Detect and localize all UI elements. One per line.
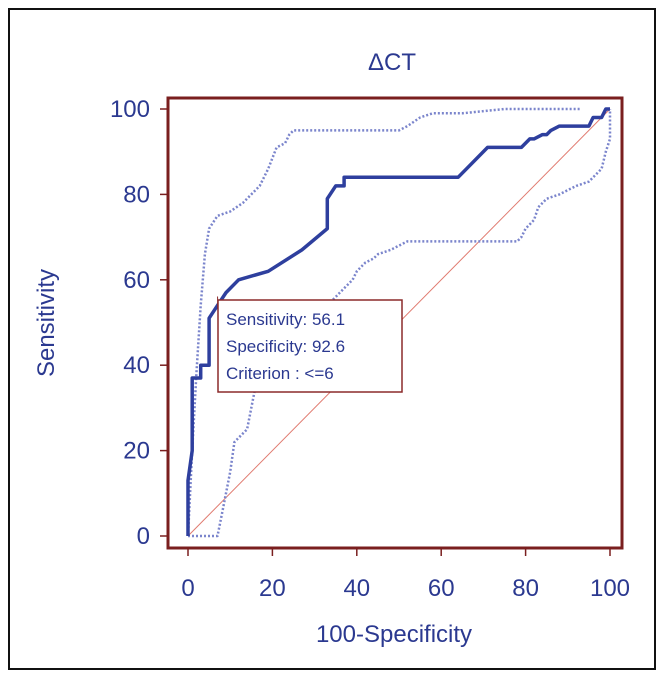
chart-frame: ΔCT 0 20 40 60 80 100 0 20 40 60 80 100 100-Specif… (8, 8, 656, 670)
y-tick-label: 40 (123, 352, 150, 379)
roc-curve-line (186, 107, 610, 536)
x-axis-label: 100-Specificity (316, 621, 472, 648)
x-tick-label: 40 (343, 575, 370, 602)
y-tick-label: 20 (123, 438, 150, 465)
lower-confidence-bound-line (188, 109, 612, 538)
y-tick-label: 60 (123, 267, 150, 294)
plot-area-border (166, 96, 624, 550)
annotation-box (217, 299, 403, 393)
x-tick-label: 80 (512, 575, 539, 602)
roc-chart: ΔCT 0 20 40 60 80 100 0 20 40 60 80 100 100-Specif… (33, 49, 630, 648)
chart-title: ΔCT (368, 49, 416, 76)
roc-curve-layer (186, 107, 610, 536)
annotation-criterion: Criterion : <=6 (226, 364, 334, 383)
x-tick-label: 100 (590, 575, 630, 602)
criterion-annotation: Sensitivity: 56.1 Specificity: 92.6 Crit… (217, 296, 403, 393)
y-axis-ticks: 0 20 40 60 80 100 (110, 96, 168, 550)
y-axis-label: Sensitivity (33, 269, 60, 377)
confidence-interval-layer (186, 107, 612, 538)
x-tick-label: 20 (259, 575, 286, 602)
annotation-sensitivity: Sensitivity: 56.1 (226, 310, 345, 329)
x-axis-ticks: 0 20 40 60 80 100 (181, 548, 630, 602)
y-tick-label: 100 (110, 96, 150, 123)
y-tick-label: 0 (137, 523, 150, 550)
x-tick-label: 0 (181, 575, 194, 602)
y-tick-label: 80 (123, 181, 150, 208)
x-tick-label: 60 (428, 575, 455, 602)
annotation-specificity: Specificity: 92.6 (226, 337, 345, 356)
upper-confidence-bound-line (186, 107, 581, 537)
